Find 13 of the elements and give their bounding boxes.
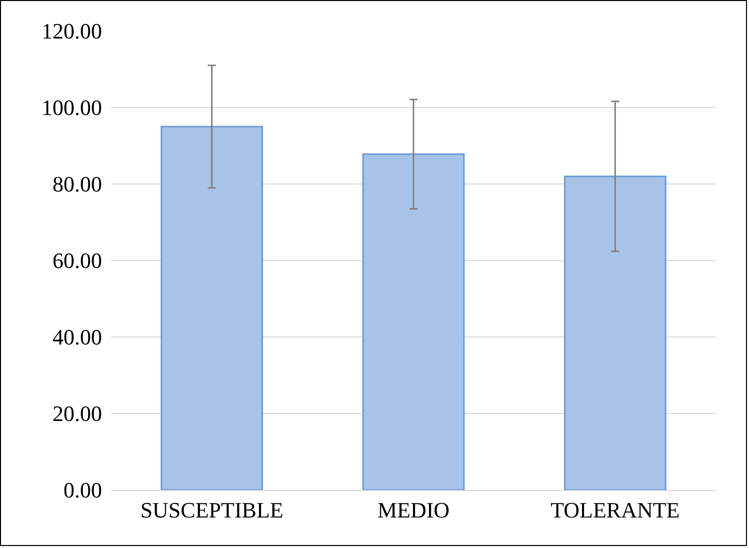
y-tick-label: 80.00 [52, 172, 102, 197]
x-tick-label: SUSCEPTIBLE [140, 497, 284, 522]
bar [362, 153, 465, 490]
y-tick-label: 20.00 [52, 401, 102, 426]
y-tick-label: 100.00 [42, 95, 102, 120]
y-tick-label: 0.00 [64, 478, 102, 503]
bar [160, 126, 263, 490]
y-tick-label: 40.00 [52, 324, 102, 350]
y-tick-label: 120.00 [42, 18, 102, 44]
y-tick-label: 60.00 [52, 248, 102, 274]
x-tick-label: MEDIO [377, 497, 450, 522]
bar [564, 176, 666, 490]
x-tick-label: TOLERANTE [550, 497, 680, 522]
